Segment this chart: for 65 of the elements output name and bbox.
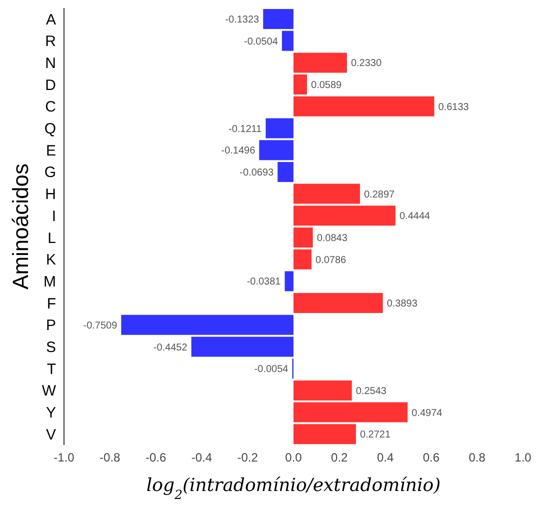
- bar: [294, 293, 383, 314]
- data-label: -0.4452: [153, 342, 188, 354]
- data-label: 0.2721: [360, 430, 391, 441]
- data-label: 0.2330: [350, 58, 382, 70]
- x-tick-label: -0.2: [237, 450, 258, 465]
- data-label: -0.0504: [244, 36, 278, 48]
- y-tick-label: R: [45, 33, 56, 50]
- x-tick-label: 0.8: [468, 450, 486, 465]
- x-tick-label: 1.0: [514, 450, 532, 465]
- bar: [278, 162, 294, 182]
- y-tick-label: I: [52, 208, 56, 225]
- y-tick-label: H: [45, 186, 56, 204]
- y-tick-label: Y: [46, 404, 56, 422]
- data-label: -0.0693: [240, 167, 274, 178]
- y-tick-label: D: [45, 76, 56, 94]
- y-tick-label: M: [44, 273, 56, 290]
- data-label: 0.0843: [316, 233, 348, 244]
- data-label: -0.1323: [225, 14, 260, 26]
- y-tick-label: T: [46, 360, 56, 378]
- x-tick-label: -0.4: [191, 450, 212, 465]
- x-tick-label: -1.0: [54, 450, 75, 465]
- y-tick-label: N: [45, 54, 56, 72]
- y-tick-label: F: [46, 295, 56, 312]
- data-label: 0.4444: [399, 211, 431, 222]
- bar: [121, 314, 294, 335]
- x-tick-label: -0.8: [100, 450, 121, 465]
- data-label: 0.6133: [438, 102, 470, 113]
- data-label: 0.0589: [311, 80, 342, 92]
- data-label: -0.0054: [254, 364, 289, 376]
- bar: [263, 9, 294, 29]
- data-label: -0.0381: [246, 276, 282, 288]
- y-tick-label: W: [42, 382, 57, 400]
- bar: [282, 30, 294, 51]
- x-tick-label: -0.6: [145, 450, 166, 465]
- data-label: 0.2897: [364, 189, 396, 200]
- y-tick-label: V: [46, 426, 56, 444]
- data-label: -0.1211: [228, 124, 262, 135]
- data-label: -0.7509: [83, 320, 118, 332]
- data-label: 0.0786: [316, 254, 347, 266]
- data-label: 0.4974: [412, 408, 443, 419]
- bar: [294, 249, 312, 270]
- x-tick-label: 0.4: [376, 450, 394, 465]
- bar: [294, 52, 347, 73]
- bar: [294, 228, 313, 248]
- y-axis-title: Aminoácidos: [8, 164, 33, 290]
- data-label: -0.1496: [221, 146, 256, 157]
- bar: [284, 271, 294, 292]
- y-tick-label: Q: [44, 120, 56, 138]
- y-tick-label: E: [46, 142, 56, 160]
- y-tick-label: C: [45, 98, 56, 116]
- x-axis-title: log$_{2}$(intradomínio/extradomínio): [146, 475, 441, 502]
- y-tick-label: S: [46, 339, 56, 356]
- bar: [294, 74, 308, 95]
- data-label: 0.2543: [356, 386, 387, 397]
- x-tick-label: 0.2: [331, 450, 348, 465]
- x-tick-label: 0.6: [422, 450, 440, 465]
- x-tick-label: 0.0: [285, 450, 302, 465]
- y-tick-label: G: [44, 164, 56, 182]
- y-tick-label: K: [46, 252, 56, 269]
- y-tick-label: L: [48, 230, 56, 247]
- bar: [294, 380, 352, 400]
- y-tick-label: P: [46, 317, 56, 334]
- y-tick-label: A: [46, 11, 56, 28]
- data-label: 0.3893: [386, 298, 418, 310]
- bar: [294, 96, 434, 116]
